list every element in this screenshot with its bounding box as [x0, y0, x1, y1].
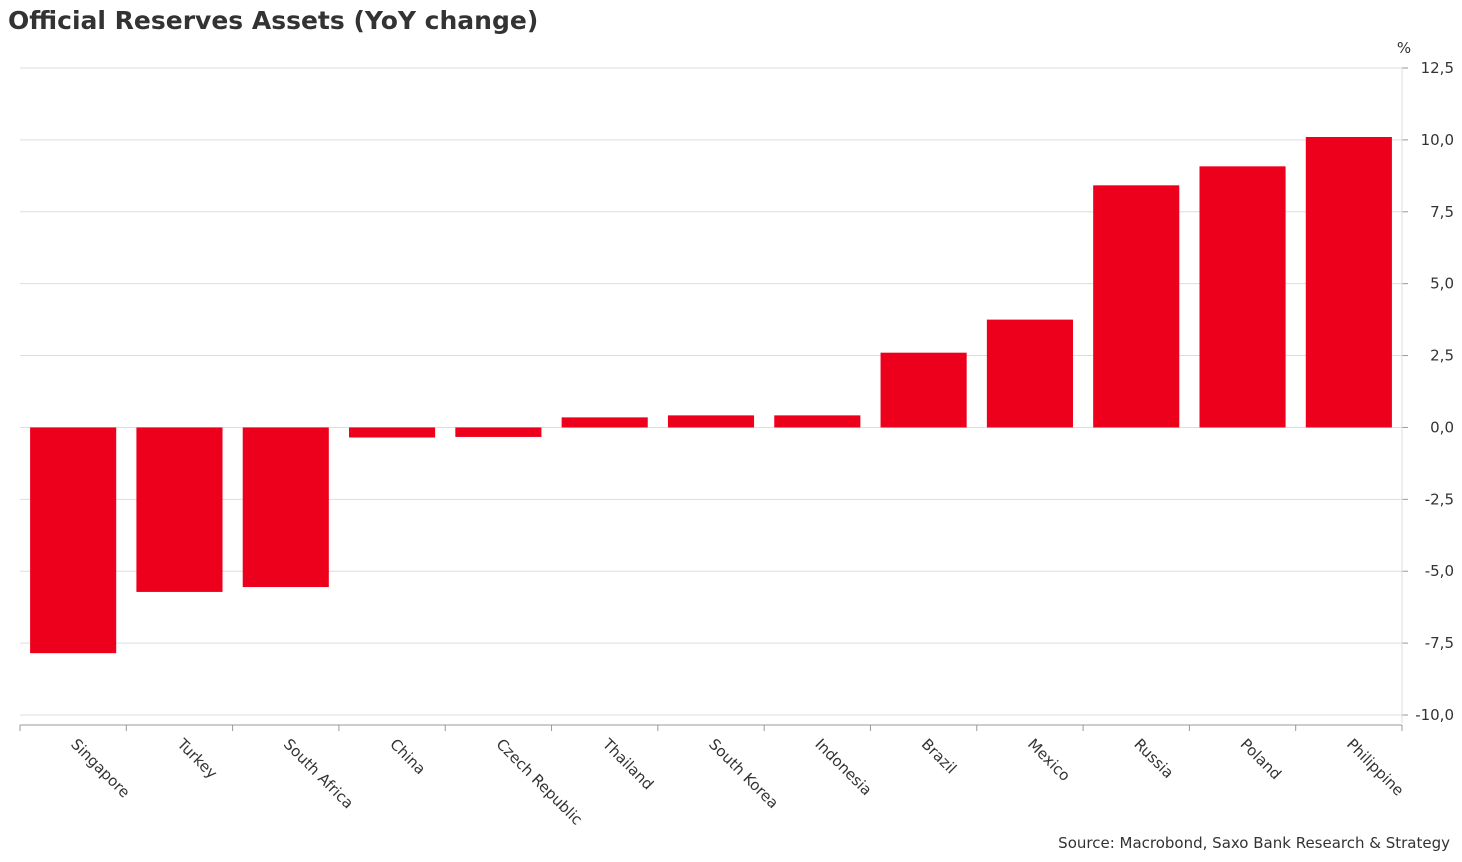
y-tick-label: 5,0: [1430, 275, 1454, 293]
x-tick-label: China: [386, 735, 429, 778]
x-tick-label: South Africa: [280, 735, 357, 812]
x-tick-label: Philippine: [1343, 735, 1407, 799]
x-tick-label: Poland: [1237, 735, 1285, 783]
bar-south-africa: [242, 427, 329, 588]
y-tick-label: 0,0: [1430, 418, 1454, 436]
x-tick-label: South Korea: [705, 735, 782, 812]
bar-china: [349, 427, 436, 438]
y-axis-unit-label: %: [1397, 39, 1411, 57]
bar-czech-republic: [455, 427, 542, 437]
bar-thailand: [561, 417, 648, 428]
y-tick-label: -5,0: [1425, 562, 1454, 580]
x-tick-labels: Singapore Turkey South Africa China Czech Re…: [67, 734, 1407, 828]
x-tick-label: Thailand: [598, 734, 657, 793]
x-tick-label: Czech Republic: [493, 735, 586, 828]
x-tick-label: Turkey: [173, 734, 221, 782]
y-tick-label: -7,5: [1425, 634, 1454, 652]
bar-poland: [1199, 166, 1286, 428]
grid-lines: [20, 67, 1402, 716]
bar-south-korea: [667, 415, 755, 428]
x-tick-label: Mexico: [1024, 735, 1074, 785]
x-tick-label: Singapore: [67, 735, 133, 801]
x-tick-label: Brazil: [918, 735, 960, 777]
bar-russia: [1093, 185, 1180, 428]
y-tick-label: 12,5: [1421, 59, 1454, 77]
y-tick-label: 7,5: [1430, 203, 1454, 221]
bar-indonesia: [774, 415, 861, 428]
y-tick-labels: 12,5 10,0 7,5 5,0 2,5 0,0 -2,5 -5,0 -7,5 -10,0: [1415, 59, 1454, 724]
y-tick-label: -10,0: [1415, 706, 1454, 724]
source-note: Source: Macrobond, Saxo Bank Research & …: [1058, 834, 1450, 852]
y-tick-label: 2,5: [1430, 347, 1454, 365]
y-tick-label: 10,0: [1421, 131, 1454, 149]
x-tick-label: Russia: [1130, 735, 1177, 782]
bar-singapore: [30, 427, 117, 654]
bar-turkey: [136, 427, 223, 592]
bar-mexico: [986, 319, 1073, 428]
bars: [30, 137, 1392, 654]
axes: [19, 67, 1408, 731]
chart-title: Official Reserves Assets (YoY change): [8, 6, 539, 35]
y-tick-label: -2,5: [1425, 490, 1454, 508]
bar-brazil: [880, 352, 967, 428]
bar-philippine: [1305, 137, 1392, 428]
x-tick-label: Indonesia: [811, 735, 875, 799]
